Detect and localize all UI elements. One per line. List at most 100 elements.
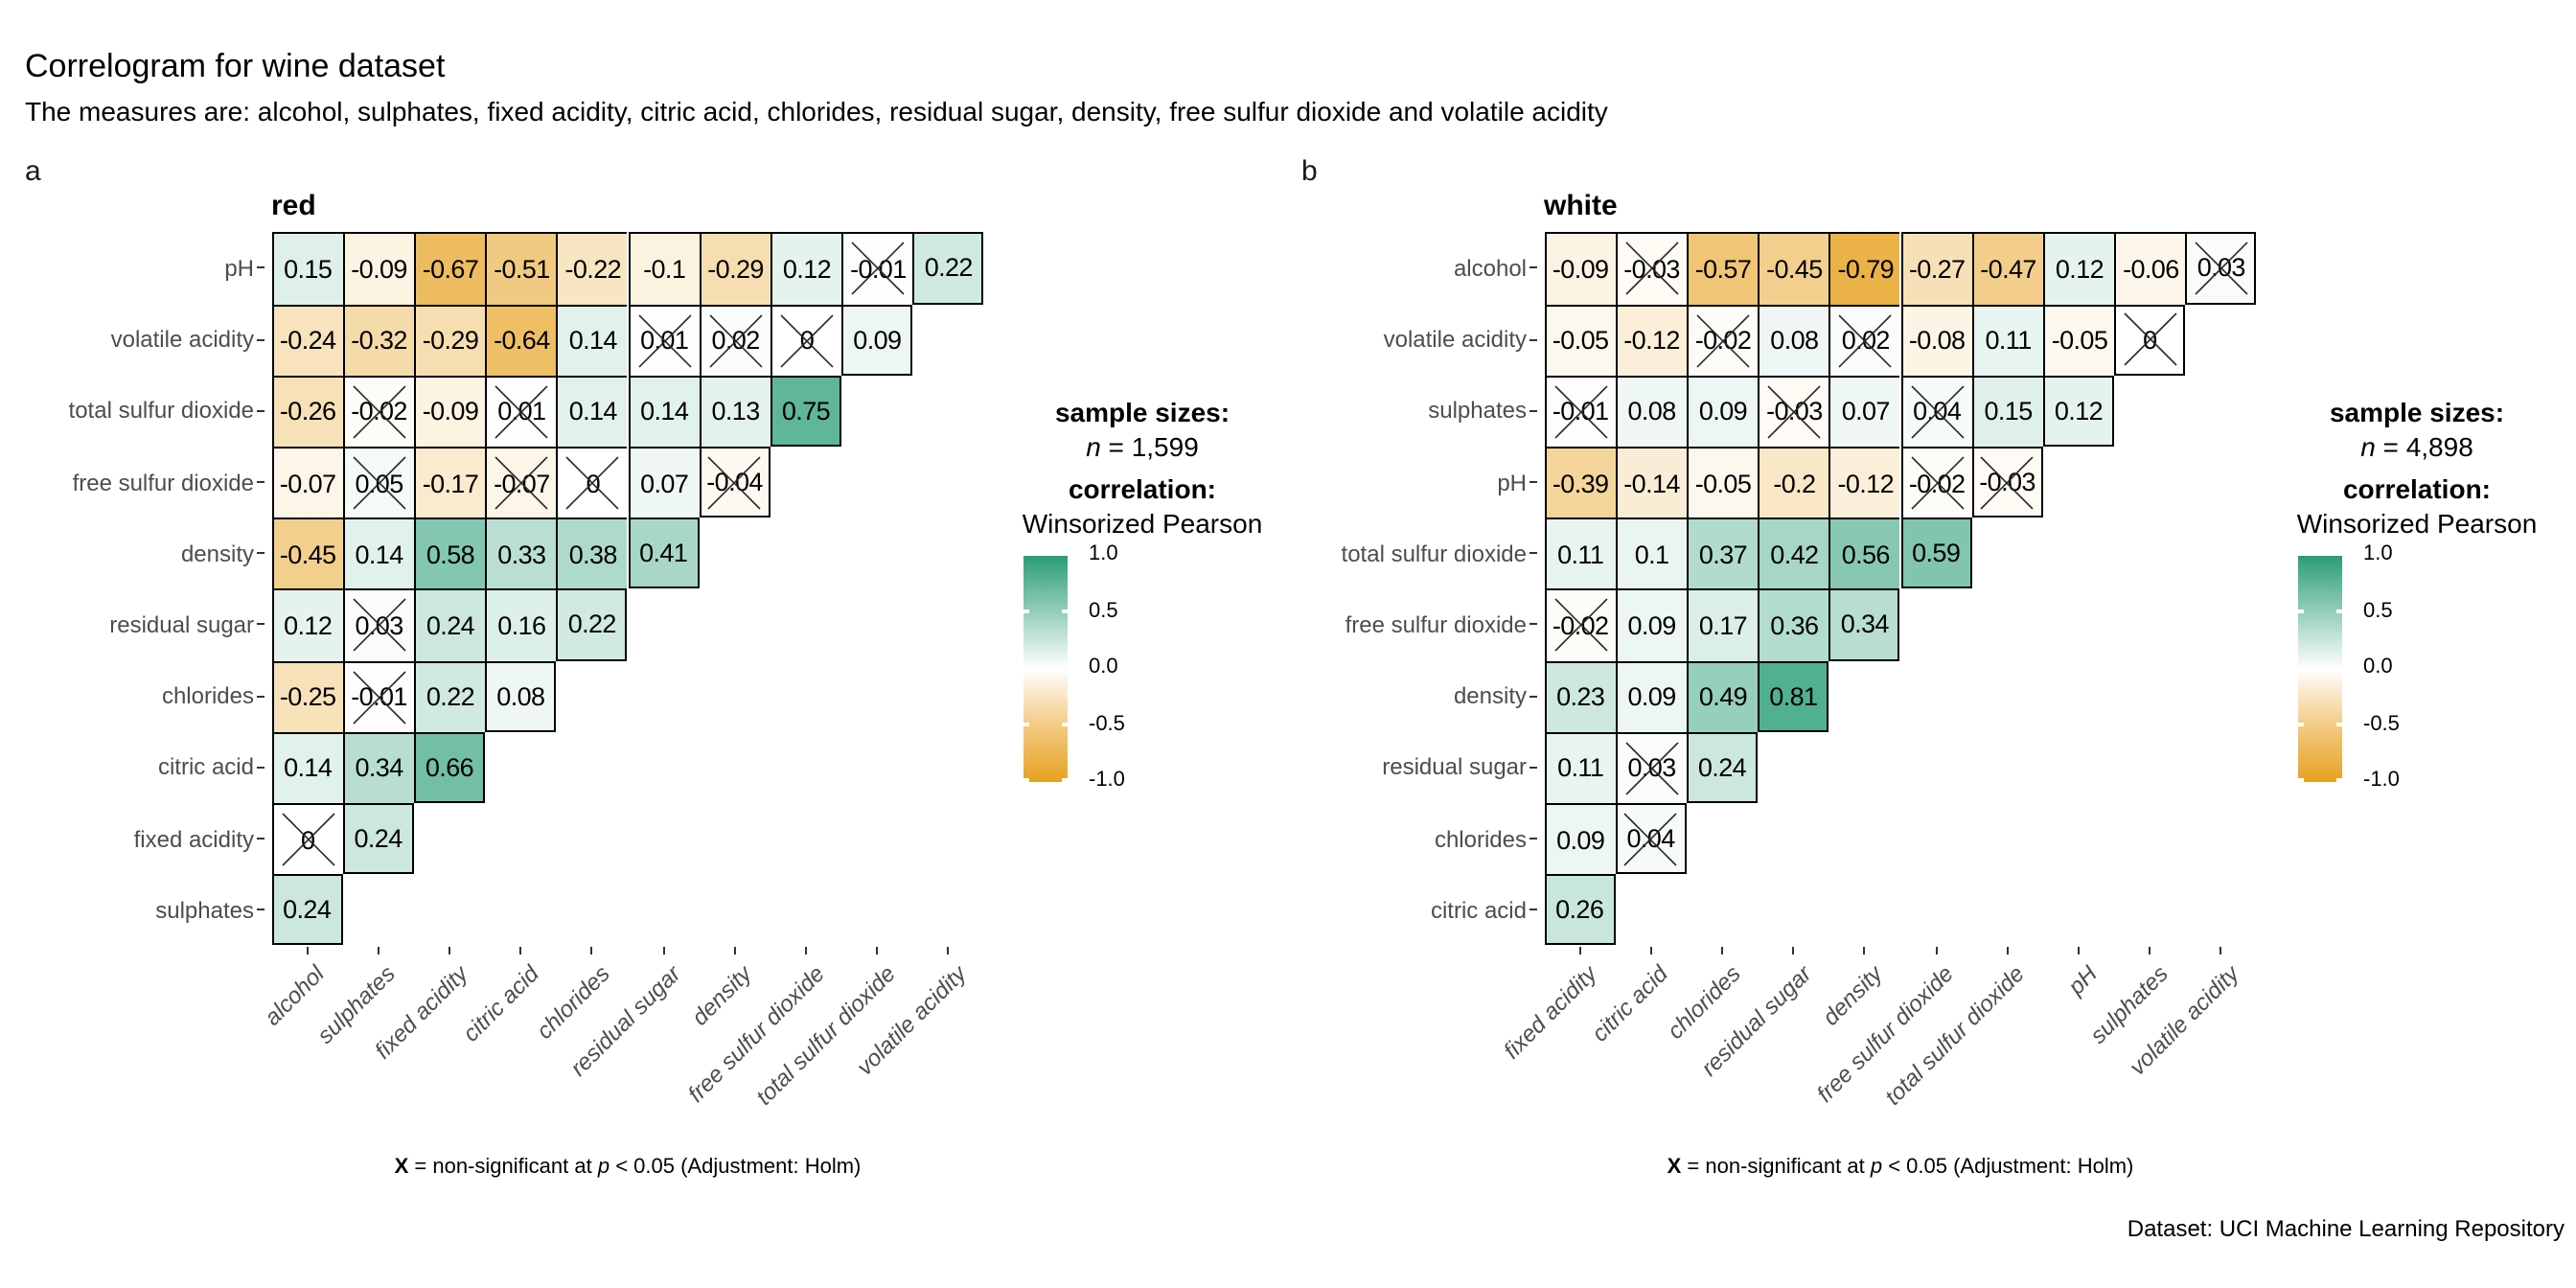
legend-sample-sizes-label: sample sizes: [1054, 397, 1230, 427]
correlation-colorbar [1023, 555, 1068, 781]
colorbar-tick-label: 0.5 [2363, 599, 2393, 622]
legend-sample-sizes-label: sample sizes: [2329, 397, 2505, 427]
correlation-cell: 0.07 [1828, 375, 1900, 447]
correlation-value: -0.09 [351, 254, 407, 284]
correlation-cell: 0.12 [271, 588, 343, 661]
correlation-cell: -0.1 [628, 232, 700, 305]
y-axis-label: free sulfur dioxide [1345, 610, 1527, 638]
panel-title-white: white [1544, 190, 1618, 222]
x-axis-tick [947, 947, 950, 954]
correlation-cell: -0.03 [1615, 232, 1687, 305]
correlation-value: 0.24 [354, 824, 402, 854]
non-significant-cross-icon [637, 313, 691, 367]
correlation-value: -0.09 [1552, 254, 1609, 284]
correlation-cell: 0.01 [485, 375, 557, 447]
correlation-cell: -0.09 [342, 232, 414, 305]
panel-title-red: red [271, 190, 316, 222]
correlation-cell: 0.58 [413, 518, 486, 589]
correlation-value: 0.08 [1770, 326, 1819, 356]
correlation-cell: 0.15 [1971, 375, 2043, 447]
correlation-value: 0.14 [640, 397, 689, 426]
correlation-cell: 0 [556, 446, 628, 518]
y-axis-tick [1530, 838, 1536, 840]
correlation-cell: 0.42 [1758, 518, 1829, 589]
y-axis-tick [257, 409, 264, 412]
correlation-value: 0.56 [1841, 540, 1891, 569]
y-axis-label: volatile acidity [1383, 326, 1527, 354]
colorbar-tick [1023, 723, 1029, 726]
non-significant-cross-icon [352, 670, 406, 724]
correlation-value: 0.09 [1627, 610, 1676, 640]
y-axis-tick [257, 266, 264, 269]
non-significant-cross-icon [494, 385, 548, 439]
y-axis-tick [257, 552, 264, 555]
correlation-value: -0.24 [279, 326, 336, 356]
correlation-cell: 0.17 [1686, 588, 1759, 661]
correlation-value: -0.64 [494, 326, 550, 356]
correlation-cell: -0.14 [1615, 446, 1687, 518]
legend-method: Winsorized Pearson [1022, 508, 1263, 539]
correlation-cell: 0.14 [556, 304, 628, 376]
y-axis-tick [1530, 409, 1536, 412]
correlation-cell: 0.09 [1615, 588, 1687, 661]
correlation-value: -0.05 [1552, 326, 1609, 356]
colorbar-tick [1061, 723, 1068, 726]
y-axis-tick [257, 623, 264, 626]
correlation-value: 0.38 [568, 540, 618, 569]
correlation-value: 0.14 [284, 753, 333, 783]
colorbar-tick [1061, 610, 1068, 613]
x-axis-tick [2078, 947, 2080, 954]
correlation-cell: -0.47 [1971, 232, 2043, 305]
colorbar-tick [2335, 778, 2342, 781]
correlation-cell: 0.14 [628, 375, 700, 447]
correlation-cell: 0.12 [770, 232, 842, 305]
non-significant-cross-icon [1910, 385, 1964, 439]
correlation-value: 0.14 [568, 326, 618, 356]
correlation-cell: 0.14 [556, 375, 628, 447]
non-significant-cross-icon [1839, 313, 1893, 367]
non-significant-cross-icon [352, 385, 406, 439]
y-axis-tick [1530, 766, 1536, 769]
panel-tag-a: a [25, 155, 41, 188]
correlation-cell: 0.41 [628, 518, 700, 589]
correlation-cell: -0.03 [1971, 446, 2043, 518]
x-axis-tick [377, 947, 380, 954]
correlation-value: -0.57 [1694, 254, 1752, 284]
correlation-cell: -0.02 [1686, 304, 1759, 376]
correlation-cell: -0.29 [699, 232, 770, 305]
x-axis-tick [733, 947, 736, 954]
y-axis-label: citric acid [157, 753, 254, 781]
non-significant-cross-icon [780, 313, 834, 367]
correlation-cell: 0.05 [342, 446, 414, 518]
correlation-value: 0.12 [2054, 396, 2104, 426]
n-value: = 1,599 [1100, 431, 1199, 462]
correlation-value: -0.2 [1773, 469, 1816, 498]
correlation-cell: -0.64 [485, 304, 557, 376]
x-axis-tick [448, 947, 450, 954]
correlation-value: -0.05 [1694, 469, 1752, 498]
correlation-cell: 0 [2114, 304, 2186, 376]
colorbar-tick [1023, 610, 1029, 613]
correlation-cell: -0.51 [485, 232, 557, 305]
y-axis-tick [257, 908, 264, 911]
n-symbol: n [1086, 431, 1101, 462]
colorbar-tick-label: -0.5 [1089, 712, 1125, 735]
correlation-cell: -0.07 [271, 446, 343, 518]
cross-symbol: X [394, 1156, 409, 1179]
non-significant-cross-icon [352, 599, 406, 653]
non-significant-cross-icon [352, 456, 406, 510]
p-symbol: p [597, 1156, 610, 1179]
x-axis-tick [1935, 947, 1938, 954]
correlation-cell: 0.14 [271, 731, 343, 803]
correlation-value: 0.34 [1840, 610, 1890, 639]
correlation-cell: 0.09 [841, 304, 913, 376]
correlation-value: -0.07 [279, 469, 336, 498]
correlation-cell: -0.25 [271, 660, 343, 732]
non-significant-cross-icon [1553, 599, 1607, 653]
y-axis-label: chlorides [1434, 825, 1527, 853]
correlation-cell: -0.39 [1544, 446, 1616, 518]
correlation-value: -0.45 [279, 540, 336, 569]
correlation-cell: -0.05 [1686, 446, 1759, 518]
significance-footnote: X = non-significant at p < 0.05 (Adjustm… [1667, 1156, 2134, 1179]
y-axis-label: residual sugar [1382, 753, 1527, 781]
